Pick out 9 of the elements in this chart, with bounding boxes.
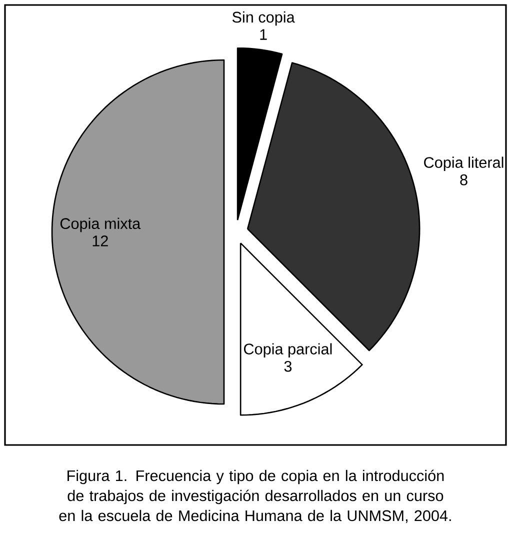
slice-label: Copia literal xyxy=(424,156,504,171)
data-label: 12 xyxy=(92,236,108,246)
slice-label: Copia parcial xyxy=(244,343,332,358)
slice-label: Copia mixta xyxy=(60,218,141,232)
data-label: 1 xyxy=(260,29,267,40)
slice-label: Sin copia xyxy=(232,11,295,26)
data-label: 3 xyxy=(284,360,292,372)
text: Figura 1. Frecuencia y tipo de copia en la introducción de trabajos de investigación desarrollados en un curso en la escuela de Medicina Humana de la UNMSM, 2004. xyxy=(59,470,451,523)
data-label: 8 xyxy=(460,174,468,186)
